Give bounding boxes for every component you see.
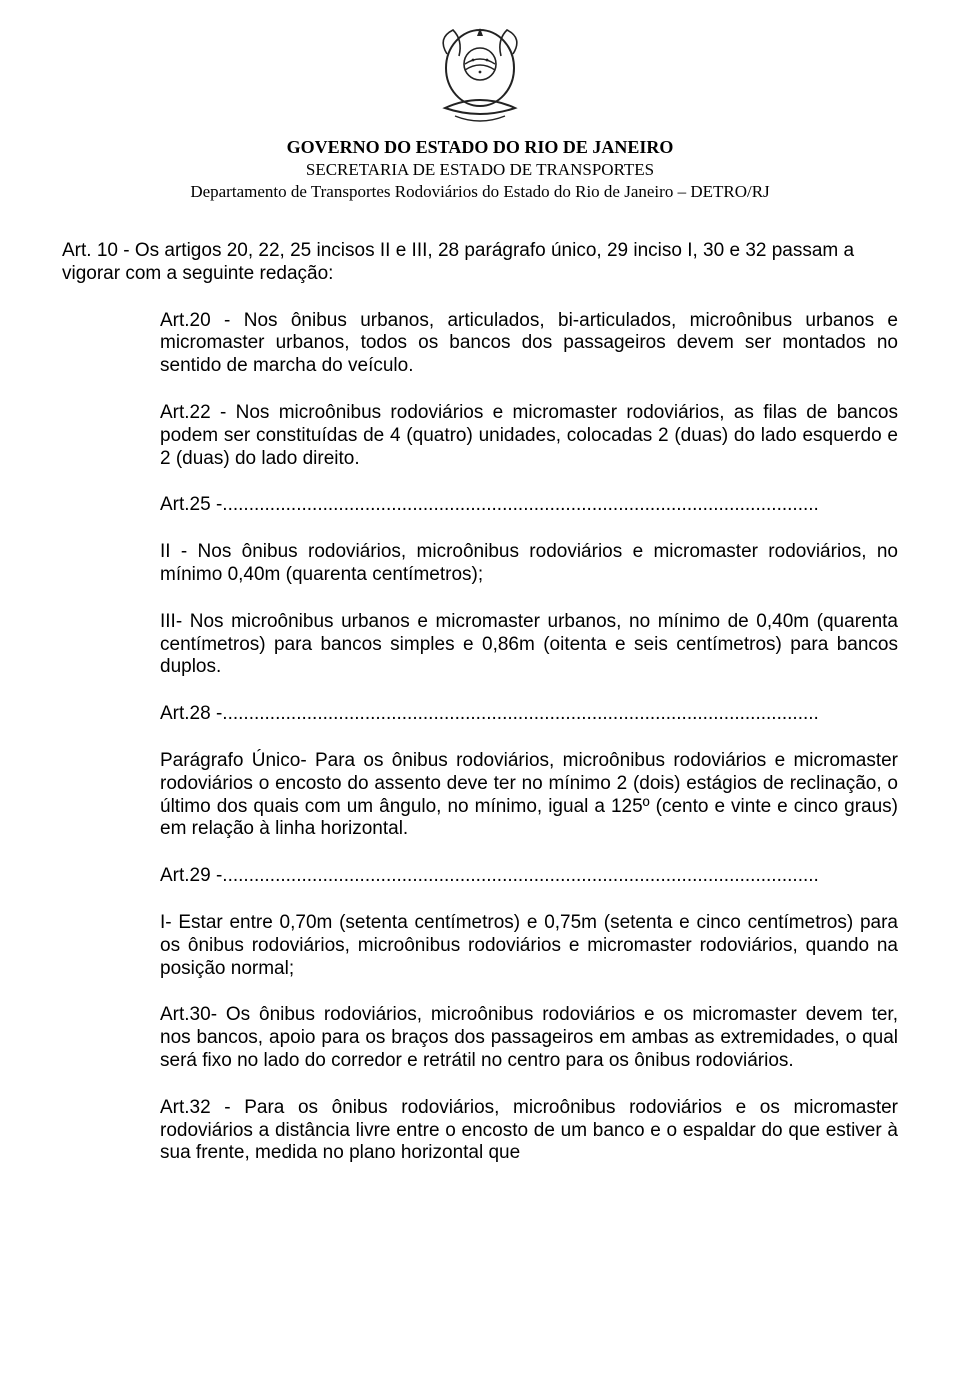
intro-paragraph: Art. 10 - Os artigos 20, 22, 25 incisos …: [62, 240, 898, 286]
article-25-iii: III- Nos microônibus urbanos e micromast…: [160, 611, 898, 679]
article-22: Art.22 - Nos microônibus rodoviários e m…: [160, 402, 898, 470]
article-29-i: I- Estar entre 0,70m (setenta centímetro…: [160, 912, 898, 980]
article-20: Art.20 - Nos ônibus urbanos, articulados…: [160, 310, 898, 378]
article-29-heading: Art.29 -................................…: [160, 865, 898, 888]
article-28-heading: Art.28 -................................…: [160, 703, 898, 726]
article-28-paragraph: Parágrafo Único- Para os ônibus rodoviár…: [160, 750, 898, 841]
header-subtitle: SECRETARIA DE ESTADO DE TRANSPORTES: [62, 160, 898, 180]
crest-icon: [425, 20, 535, 130]
header-department: Departamento de Transportes Rodoviários …: [62, 182, 898, 202]
header-title: GOVERNO DO ESTADO DO RIO DE JANEIRO: [62, 137, 898, 158]
article-30: Art.30- Os ônibus rodoviários, microônib…: [160, 1004, 898, 1072]
article-25-ii: II - Nos ônibus rodoviários, microônibus…: [160, 541, 898, 587]
article-32: Art.32 - Para os ônibus rodoviários, mic…: [160, 1097, 898, 1165]
article-25-heading: Art.25 -................................…: [160, 494, 898, 517]
document-header: GOVERNO DO ESTADO DO RIO DE JANEIRO SECR…: [62, 20, 898, 202]
document-body: Art. 10 - Os artigos 20, 22, 25 incisos …: [62, 240, 898, 1165]
state-crest: [425, 20, 535, 130]
